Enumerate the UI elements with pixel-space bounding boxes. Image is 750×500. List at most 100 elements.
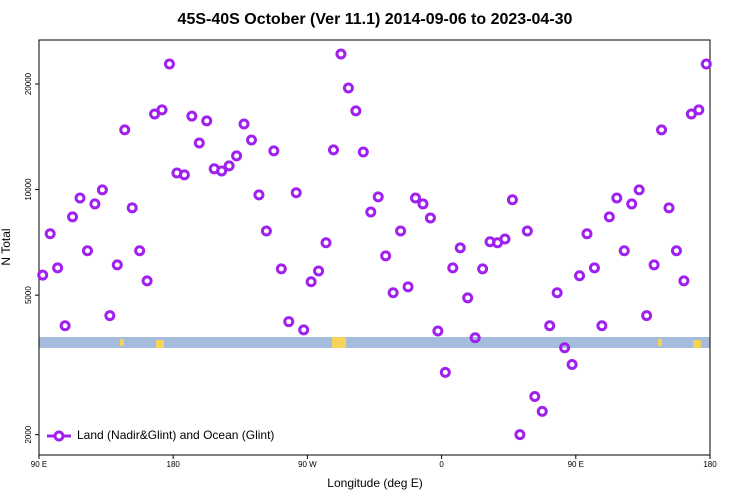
point (663, 202, 675, 214)
point (163, 58, 175, 70)
point (305, 276, 317, 288)
point (514, 429, 526, 441)
chart-title: 45S-40S October (Ver 11.1) 2014-09-06 to… (178, 11, 573, 28)
point (141, 275, 153, 287)
y-tick-label: 20000 (24, 72, 33, 95)
point (126, 202, 138, 214)
point (462, 292, 474, 304)
plot-frame (38, 39, 711, 456)
point (186, 110, 198, 122)
point (596, 320, 608, 332)
land-ocean-strip (39, 337, 710, 348)
point (335, 48, 347, 60)
point (231, 150, 243, 162)
point (81, 245, 93, 257)
point (678, 275, 690, 287)
point (327, 144, 339, 156)
x-tick-label: 90 W (298, 460, 317, 469)
point (74, 192, 86, 204)
point (372, 191, 384, 203)
point (499, 233, 511, 245)
x-tick-label: 90 E (31, 460, 47, 469)
point (193, 137, 205, 149)
point (178, 169, 190, 181)
x-tick-label: 90 E (568, 460, 584, 469)
point (477, 263, 489, 275)
point (96, 184, 108, 196)
point (544, 320, 556, 332)
point (454, 242, 466, 254)
point (320, 237, 332, 249)
point (410, 192, 422, 204)
point (342, 82, 354, 94)
point (588, 262, 600, 274)
point (618, 245, 630, 257)
point (387, 287, 399, 299)
point (216, 165, 228, 177)
legend-label: Land (Nadir&Glint) and Ocean (Glint) (77, 428, 274, 442)
point (447, 262, 459, 274)
point (432, 325, 444, 337)
point (201, 115, 213, 127)
point (417, 198, 429, 210)
point (506, 194, 518, 206)
point (52, 262, 64, 274)
y-tick-label: 2000 (24, 425, 33, 443)
point (380, 250, 392, 262)
point (395, 225, 407, 237)
point (633, 184, 645, 196)
point (611, 192, 623, 204)
x-tick-label: 180 (167, 460, 181, 469)
point (260, 225, 272, 237)
point (648, 259, 660, 271)
point (44, 228, 56, 240)
point (156, 104, 168, 116)
point (574, 270, 586, 282)
point (223, 160, 235, 172)
point (566, 359, 578, 371)
x-tick-label: 180 (703, 460, 717, 469)
point (581, 228, 593, 240)
x-axis-label: Longitude (deg E) (327, 476, 422, 490)
point (402, 281, 414, 293)
point (253, 189, 265, 201)
point (357, 146, 369, 158)
point (469, 332, 481, 344)
point (656, 124, 668, 136)
legend-marker (53, 430, 65, 442)
point (670, 245, 682, 257)
point (290, 187, 302, 199)
point (641, 310, 653, 322)
point (529, 390, 541, 402)
point (626, 198, 638, 210)
point (59, 320, 71, 332)
point (268, 145, 280, 157)
point (238, 118, 250, 130)
point (275, 263, 287, 275)
point (350, 105, 362, 117)
point (245, 134, 257, 146)
point (424, 212, 436, 224)
point (439, 366, 451, 378)
point (313, 265, 325, 277)
legend: Land (Nadir&Glint) and Ocean (Glint) (47, 428, 274, 442)
point (119, 124, 131, 136)
point (298, 324, 310, 336)
y-axis-label: N Total (0, 228, 13, 265)
point (700, 58, 712, 70)
x-tick-label: 0 (439, 460, 444, 469)
point (551, 287, 563, 299)
point (603, 211, 615, 223)
point (134, 245, 146, 257)
point (104, 310, 116, 322)
point (521, 225, 533, 237)
point (89, 198, 101, 210)
y-tick-label: 10000 (24, 178, 33, 201)
point (37, 269, 49, 281)
point (559, 342, 571, 354)
point (111, 259, 123, 271)
y-tick-label: 5000 (24, 286, 33, 304)
point (536, 405, 548, 417)
point (283, 316, 295, 328)
